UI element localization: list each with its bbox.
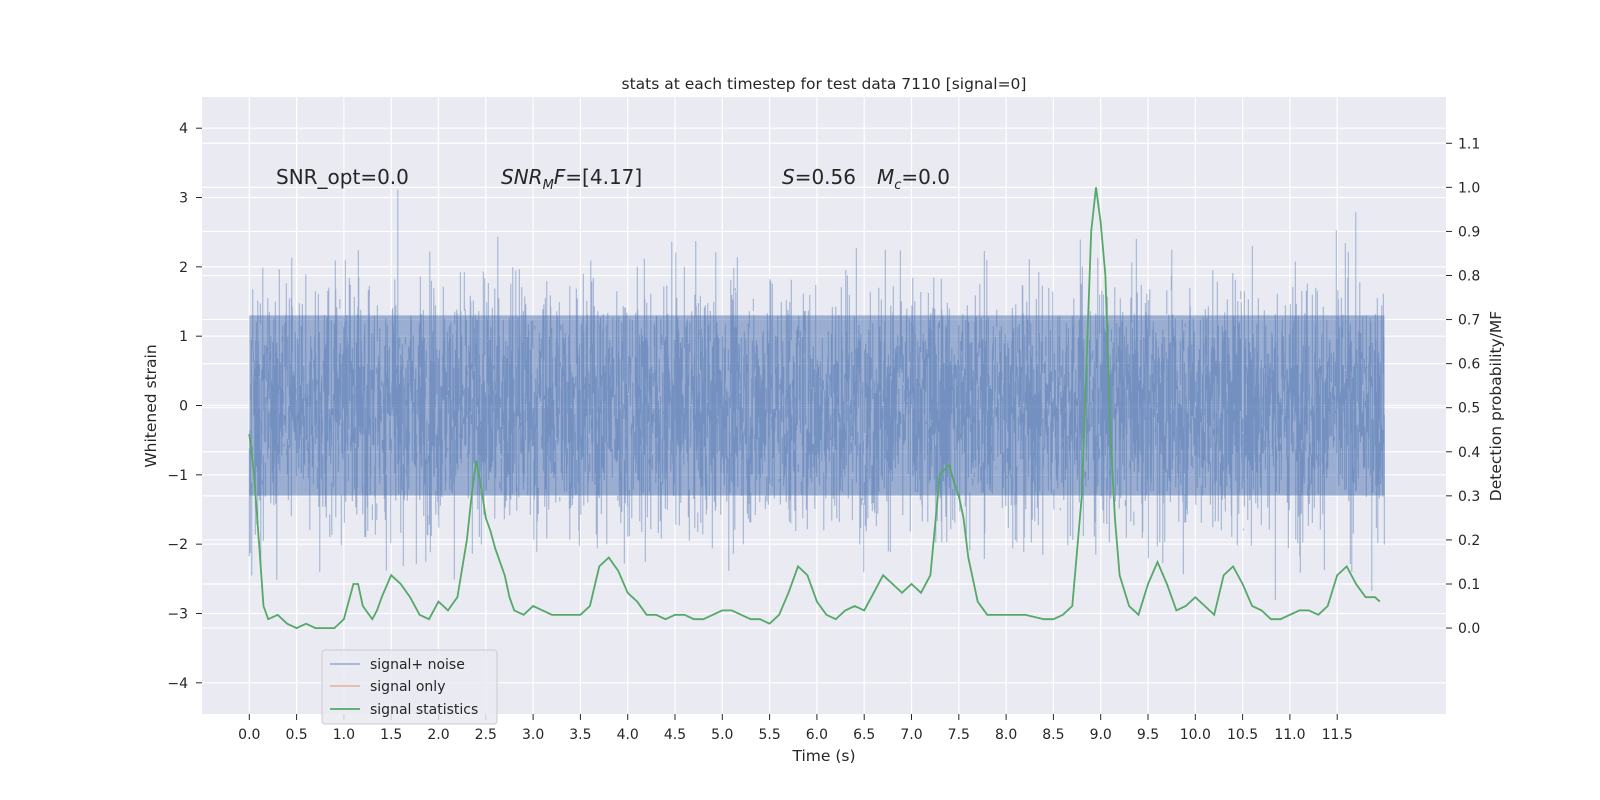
legend-box <box>321 649 498 725</box>
x-tick-label: 2.5 <box>475 727 497 743</box>
x-tick-label: 0.0 <box>238 727 260 743</box>
x-tick-label: 1.5 <box>380 727 402 743</box>
y-left-tick-label: 2 <box>179 260 188 276</box>
x-tick-label: 0.5 <box>285 727 307 743</box>
legend-label-noise: signal+ noise <box>370 657 465 673</box>
x-tick-label: 10.0 <box>1180 727 1211 743</box>
y-axis-right-label: Detection probability/MF <box>1487 311 1505 502</box>
y-left-tick-label: −1 <box>167 468 188 484</box>
statistics-series <box>248 187 1381 630</box>
x-tick-label: 10.5 <box>1227 727 1258 743</box>
y-right-tick-label: 0.3 <box>1458 489 1480 505</box>
annotations: SNR_opt=0.0 SNRMF=[4.17] S=0.56 Mc=0.0 <box>276 165 950 193</box>
ticks: 0.0 0.5 1.0 1.5 2.0 2.5 3.0 3.5 4.0 4.5 5.0 5.5 6.0 6… <box>167 121 1480 743</box>
y-left-tick-label: −3 <box>167 606 188 622</box>
y-right-tick-label: 0.8 <box>1458 268 1480 284</box>
legend-label-statistics: signal statistics <box>370 702 478 718</box>
noise-trace <box>248 189 1385 600</box>
x-tick-label: 6.0 <box>806 727 828 743</box>
y-left-tick-label: −4 <box>167 676 188 692</box>
x-tick-label: 8.5 <box>1042 727 1064 743</box>
annotation-s-value: S=0.56 <box>782 165 856 189</box>
y-right-tick-label: 0.7 <box>1458 313 1480 329</box>
x-tick-label: 2.0 <box>427 727 449 743</box>
legend: signal+ noise signal only signal statist… <box>321 649 498 725</box>
y-right-tick-label: 1.1 <box>1458 136 1480 152</box>
legend-label-signal-only: signal only <box>370 679 445 695</box>
y-left-tick-label: 3 <box>179 191 188 207</box>
x-tick-label: 9.0 <box>1090 727 1112 743</box>
y-left-tick-label: 1 <box>179 329 188 345</box>
y-left-tick-label: −2 <box>167 537 188 553</box>
annotation-mc-value: Mc=0.0 <box>877 165 950 193</box>
y-right-tick-label: 0.6 <box>1458 357 1480 373</box>
y-right-tick-label: 0.9 <box>1458 224 1480 240</box>
x-tick-label: 6.5 <box>853 727 875 743</box>
y-left-tick-label: 0 <box>179 399 188 415</box>
x-tick-label: 4.5 <box>664 727 686 743</box>
y-right-tick-label: 0.5 <box>1458 401 1480 417</box>
noise-series <box>248 189 1385 600</box>
y-left-tick-label: 4 <box>179 121 188 137</box>
chart-title: stats at each timestep for test data 711… <box>622 75 1027 93</box>
x-tick-label: 7.0 <box>900 727 922 743</box>
x-tick-label: 1.0 <box>333 727 355 743</box>
x-tick-label: 8.0 <box>995 727 1017 743</box>
y-right-tick-label: 0.0 <box>1458 621 1480 637</box>
x-tick-label: 11.5 <box>1322 727 1353 743</box>
x-tick-label: 5.5 <box>758 727 780 743</box>
x-tick-label: 3.5 <box>569 727 591 743</box>
y-axis-left-label: Whitened strain <box>142 344 160 467</box>
statistics-line <box>248 187 1381 630</box>
annotation-snr-opt: SNR_opt=0.0 <box>276 165 409 189</box>
y-right-tick-label: 0.2 <box>1458 533 1480 549</box>
x-tick-label: 4.0 <box>617 727 639 743</box>
annotation-snr-mf: SNRMF=[4.17] <box>501 165 642 193</box>
y-right-tick-label: 0.4 <box>1458 445 1480 461</box>
y-right-tick-label: 1.0 <box>1458 180 1480 196</box>
x-tick-label: 5.0 <box>711 727 733 743</box>
x-tick-label: 9.5 <box>1137 727 1159 743</box>
y-right-tick-label: 0.1 <box>1458 577 1480 593</box>
x-tick-label: 7.5 <box>948 727 970 743</box>
x-tick-label: 3.0 <box>522 727 544 743</box>
x-tick-label: 11.0 <box>1274 727 1305 743</box>
x-axis-label: Time (s) <box>791 747 855 765</box>
